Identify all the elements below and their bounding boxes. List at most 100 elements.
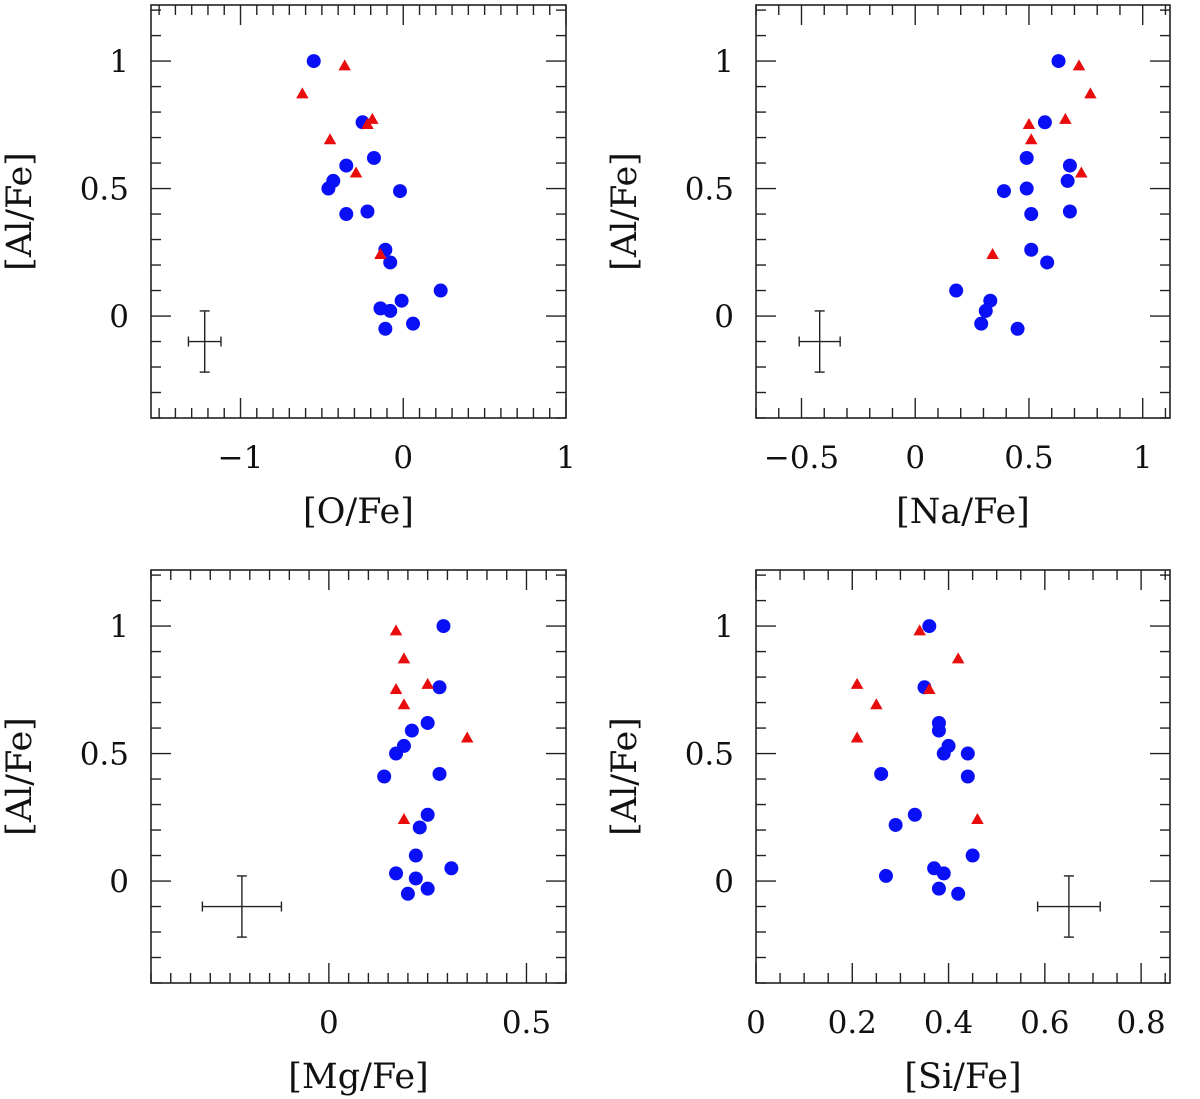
data-point-circle <box>1062 204 1077 219</box>
x-tick-label: 0.5 <box>502 1005 551 1041</box>
data-point-circle <box>436 619 451 634</box>
y-axis-label: [Al/Fe] <box>605 717 645 836</box>
data-point-triangle <box>870 698 883 710</box>
y-tick-label: 0.5 <box>80 172 129 208</box>
data-point-triangle <box>397 698 411 710</box>
panel-al-vs-na: [Na/Fe] [Al/Fe] −0.5 0 0.5 1 0 0.5 1 <box>605 4 1171 532</box>
data-point-triangle <box>389 624 403 636</box>
data-point-circle <box>1019 150 1034 165</box>
plot-frame <box>755 4 1171 419</box>
x-tick-label: 0.2 <box>828 1005 877 1041</box>
data-point-triangle <box>349 166 363 178</box>
data-point-circle <box>888 817 903 832</box>
data-point-triangle <box>913 624 926 636</box>
data-point-circle <box>383 255 398 270</box>
x-tick-label: 1 <box>1133 440 1153 476</box>
y-tick-label: 0.5 <box>685 172 734 208</box>
data-point-circle <box>974 316 989 331</box>
data-point-circle <box>936 866 951 881</box>
data-point-circle <box>1010 321 1025 336</box>
data-point-circle <box>420 807 435 822</box>
y-tick-label: 1 <box>714 44 734 80</box>
data-point-circle <box>960 769 975 784</box>
data-point-triangle <box>1084 87 1097 99</box>
data-point-circle <box>996 184 1011 199</box>
x-tick-label: 0.4 <box>924 1005 973 1041</box>
data-point-circle <box>394 293 409 308</box>
data-point-circle <box>931 881 946 896</box>
data-point-circle <box>874 766 889 781</box>
panel-al-vs-o: [O/Fe] [Al/Fe] −1 0 1 0 0.5 1 <box>0 4 576 532</box>
data-point-circle <box>931 723 946 738</box>
data-point-circle <box>1051 54 1066 69</box>
data-point-triangle <box>296 87 309 99</box>
y-tick-label: 0.5 <box>685 737 734 773</box>
data-point-circle <box>393 184 407 199</box>
x-axis-label: [Mg/Fe] <box>288 1057 428 1097</box>
x-tick-label: 1 <box>556 440 576 476</box>
data-point-circle <box>978 303 993 318</box>
data-point-triangle <box>971 813 984 825</box>
x-tick-label: 0.5 <box>1004 440 1053 476</box>
data-point-triangle <box>1022 118 1036 130</box>
panel-al-vs-mg: [Mg/Fe] [Al/Fe] 0 0.5 0 0.5 1 <box>0 569 567 1097</box>
data-point-triangle <box>1024 133 1038 145</box>
plot-frame <box>150 4 567 419</box>
data-point-triangle <box>986 248 999 260</box>
data-point-circle <box>1037 115 1052 130</box>
data-point-circle <box>339 207 354 222</box>
data-point-circle <box>377 769 392 784</box>
x-tick-label: 0.6 <box>1020 1005 1069 1041</box>
y-tick-label: 1 <box>109 609 129 645</box>
y-axis-label: [Al/Fe] <box>605 152 645 271</box>
data-point-circle <box>878 868 893 883</box>
data-point-circle <box>383 303 398 318</box>
data-point-circle <box>432 680 447 695</box>
data-point-circle <box>400 886 415 901</box>
data-point-triangle <box>389 683 403 695</box>
data-point-triangle <box>397 652 411 664</box>
x-tick-label: 0 <box>905 440 925 476</box>
data-point-circle <box>951 886 966 901</box>
data-point-circle <box>389 746 404 761</box>
data-point-triangle <box>374 248 387 260</box>
data-point-circle <box>444 861 459 876</box>
data-point-circle <box>366 150 381 165</box>
panel-al-vs-si: [Si/Fe] [Al/Fe] 0 0.2 0.4 0.6 0.8 0 0.5 1 <box>605 569 1171 1097</box>
data-point-circle <box>949 283 964 298</box>
data-point-triangle <box>1072 59 1086 71</box>
data-point-circle <box>406 316 421 331</box>
data-point-triangle <box>460 731 474 743</box>
data-point-circle <box>389 866 404 881</box>
y-tick-label: 0 <box>109 864 129 900</box>
x-axis-label: [O/Fe] <box>303 492 414 532</box>
data-point-circle <box>1019 181 1034 196</box>
data-point-circle <box>936 746 951 761</box>
data-point-circle <box>408 848 423 863</box>
data-point-triangle <box>850 677 864 689</box>
plot-frame <box>755 569 1171 984</box>
x-tick-label: 0 <box>319 1005 339 1041</box>
data-point-circle <box>378 321 393 336</box>
y-tick-label: 0 <box>109 299 129 335</box>
data-point-circle <box>339 158 354 173</box>
data-point-circle <box>306 54 321 69</box>
data-point-circle <box>922 619 937 634</box>
data-point-circle <box>1024 242 1039 257</box>
data-point-triangle <box>923 683 936 695</box>
data-point-circle <box>907 807 922 822</box>
y-tick-label: 1 <box>714 609 734 645</box>
data-point-circle <box>420 881 435 896</box>
data-point-circle <box>960 746 975 761</box>
y-axis-label: [Al/Fe] <box>0 152 40 271</box>
x-tick-label: 0.8 <box>1116 1005 1165 1041</box>
data-point-triangle <box>1075 166 1088 178</box>
y-tick-label: 0 <box>714 864 734 900</box>
y-tick-label: 0.5 <box>80 737 129 773</box>
x-tick-label: 0 <box>746 1005 766 1041</box>
data-point-circle <box>1062 158 1077 173</box>
data-point-circle <box>360 204 375 219</box>
data-point-triangle <box>323 133 337 145</box>
plot-frame <box>150 569 567 984</box>
data-point-circle <box>433 283 448 298</box>
